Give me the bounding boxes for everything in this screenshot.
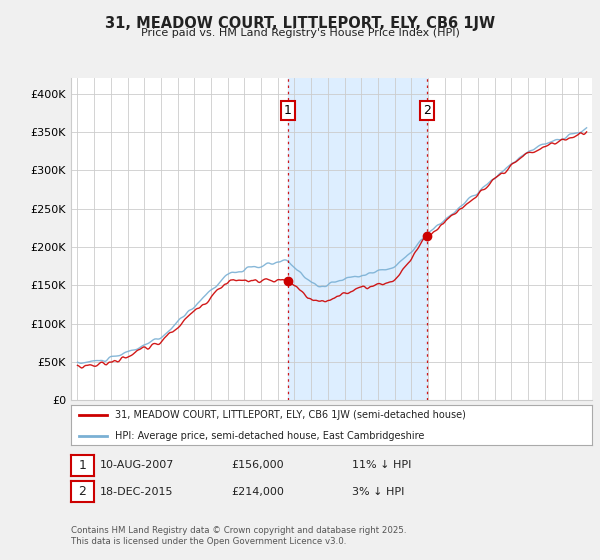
Text: Price paid vs. HM Land Registry's House Price Index (HPI): Price paid vs. HM Land Registry's House … <box>140 28 460 38</box>
Text: Contains HM Land Registry data © Crown copyright and database right 2025.
This d: Contains HM Land Registry data © Crown c… <box>71 526 406 546</box>
Text: £214,000: £214,000 <box>232 487 284 497</box>
Text: 18-DEC-2015: 18-DEC-2015 <box>100 487 173 497</box>
Text: 31, MEADOW COURT, LITTLEPORT, ELY, CB6 1JW (semi-detached house): 31, MEADOW COURT, LITTLEPORT, ELY, CB6 1… <box>115 410 466 420</box>
Text: 1: 1 <box>284 104 292 117</box>
Text: HPI: Average price, semi-detached house, East Cambridgeshire: HPI: Average price, semi-detached house,… <box>115 431 424 441</box>
Text: 10-AUG-2007: 10-AUG-2007 <box>100 460 174 470</box>
Bar <box>288 78 427 400</box>
Text: 1: 1 <box>78 459 86 472</box>
Text: 2: 2 <box>78 485 86 498</box>
Text: 2: 2 <box>424 104 431 117</box>
Text: £156,000: £156,000 <box>232 460 284 470</box>
Text: 3% ↓ HPI: 3% ↓ HPI <box>352 487 404 497</box>
Text: 11% ↓ HPI: 11% ↓ HPI <box>352 460 411 470</box>
Text: 31, MEADOW COURT, LITTLEPORT, ELY, CB6 1JW: 31, MEADOW COURT, LITTLEPORT, ELY, CB6 1… <box>105 16 495 31</box>
